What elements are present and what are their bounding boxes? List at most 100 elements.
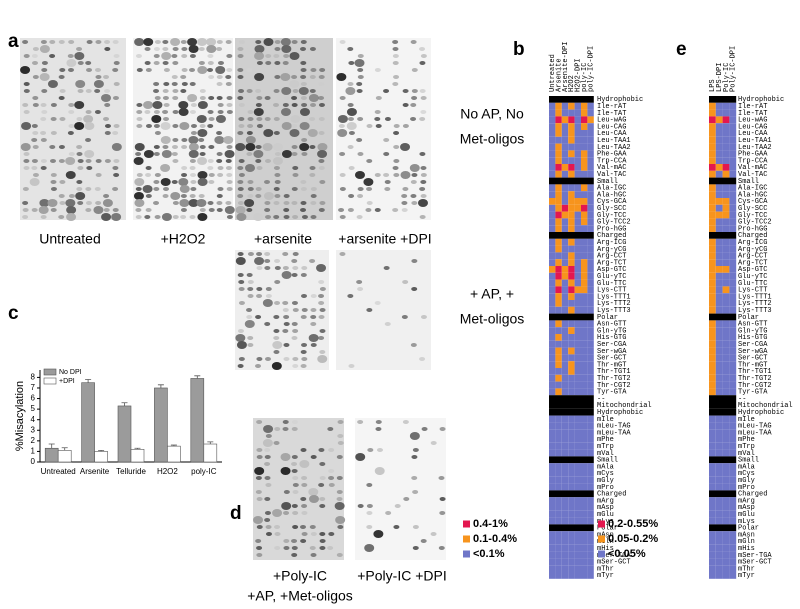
heatmap-cell (568, 266, 575, 273)
blot-spot (113, 124, 120, 128)
blot-spot (246, 315, 253, 319)
heatmap-cell (587, 497, 594, 504)
blot-spot (104, 159, 111, 163)
heatmap-cell (555, 517, 562, 525)
heatmap-cell (587, 109, 594, 117)
blot-spot (76, 47, 83, 51)
blot-spot (144, 61, 151, 65)
blot-spot (172, 47, 179, 51)
blot-spot (77, 166, 84, 170)
x-tick-label: H2O2 (157, 467, 178, 476)
blot-spot (95, 75, 102, 79)
heatmap-cell (715, 354, 723, 362)
blot-spot (58, 215, 65, 219)
group-header-cell (709, 408, 737, 416)
row-label: Leu-CAG (738, 123, 767, 131)
heatmap-cell (709, 266, 716, 273)
row-label: Arg-ICG (738, 239, 767, 247)
heatmap-cell (709, 123, 716, 130)
blot-spot (281, 271, 292, 279)
heatmap-cell (581, 279, 588, 287)
blot-spot (291, 187, 298, 191)
blot-spot (21, 122, 32, 130)
heatmap-cell (587, 252, 594, 260)
heatmap-cell (587, 565, 594, 572)
blot-spot (178, 108, 189, 116)
heatmap-cell (722, 483, 730, 491)
blot-spot (135, 187, 142, 191)
heatmap-cell (561, 415, 569, 423)
heatmap-cell (581, 266, 588, 273)
heatmap-cell (709, 565, 716, 572)
blot-spot (301, 532, 308, 536)
blot-spot (103, 194, 110, 198)
blot-spot (153, 180, 160, 184)
heatmap-cell (555, 191, 562, 198)
blot-spot (318, 166, 325, 170)
blot-spot (23, 110, 30, 114)
heatmap-cell (568, 436, 575, 443)
blot-spot (256, 420, 263, 424)
heatmap-cell (587, 198, 594, 205)
blot-spot (143, 38, 154, 46)
row-label: Trp-CCA (597, 157, 627, 165)
blot-spot (226, 215, 233, 219)
heatmap-cell (555, 340, 562, 348)
blot-spot (238, 159, 245, 163)
blot-spot (310, 294, 317, 298)
heatmap-cell (587, 191, 594, 198)
bar (167, 445, 181, 463)
heatmap-cell (729, 157, 737, 164)
bar (57, 450, 72, 463)
blot-spot (357, 194, 364, 198)
error-bar (134, 447, 141, 450)
blot-spot (366, 308, 373, 312)
heatmap-cell (568, 476, 575, 484)
bar (203, 443, 218, 463)
blot-spot (264, 448, 271, 452)
blot-spot (180, 208, 187, 212)
heatmap-cell (581, 517, 588, 525)
heatmap-cell (715, 198, 723, 205)
blot-spot (309, 525, 316, 529)
blot (235, 250, 329, 370)
blot-spot (339, 152, 346, 156)
blot-spot (133, 157, 144, 165)
heatmap-cell (561, 320, 569, 328)
y-tick-label: 4 (31, 415, 36, 424)
heatmap-cell (568, 368, 575, 375)
blot-spot (236, 213, 247, 221)
heatmap-cell (555, 497, 562, 504)
heatmap-cell (555, 463, 562, 470)
blot-spot (419, 61, 426, 65)
blot-spot (301, 152, 308, 156)
blot-spot (301, 476, 308, 480)
blot-spot (237, 96, 244, 100)
heatmap-cell (729, 286, 737, 294)
blot-spot (256, 166, 263, 170)
heatmap-cell (549, 279, 556, 287)
heatmap-cell (715, 191, 723, 198)
blot-spot (309, 166, 316, 170)
heatmap-cell (549, 109, 556, 117)
heatmap-cell (729, 551, 737, 559)
heatmap-cell (555, 164, 562, 171)
heatmap-cell (729, 381, 737, 389)
heatmap-cell (549, 476, 556, 484)
heatmap-cell (568, 170, 575, 178)
blot-spot (273, 329, 280, 333)
row-label: Thr-TGT2 (597, 375, 631, 383)
heatmap-cell (715, 334, 723, 341)
heatmap-cell (555, 442, 562, 450)
blot-spot (162, 47, 169, 51)
blot-spot (216, 47, 223, 51)
blot-spot (274, 75, 281, 79)
blot-spot (253, 108, 264, 116)
heatmap-cell (549, 157, 556, 164)
blot-spot (103, 75, 110, 79)
heatmap-cell (568, 204, 575, 212)
blot-spot (198, 138, 205, 142)
blot-spot (410, 343, 417, 347)
group-header-cell (549, 96, 594, 103)
row-label: mTrp (738, 443, 755, 451)
